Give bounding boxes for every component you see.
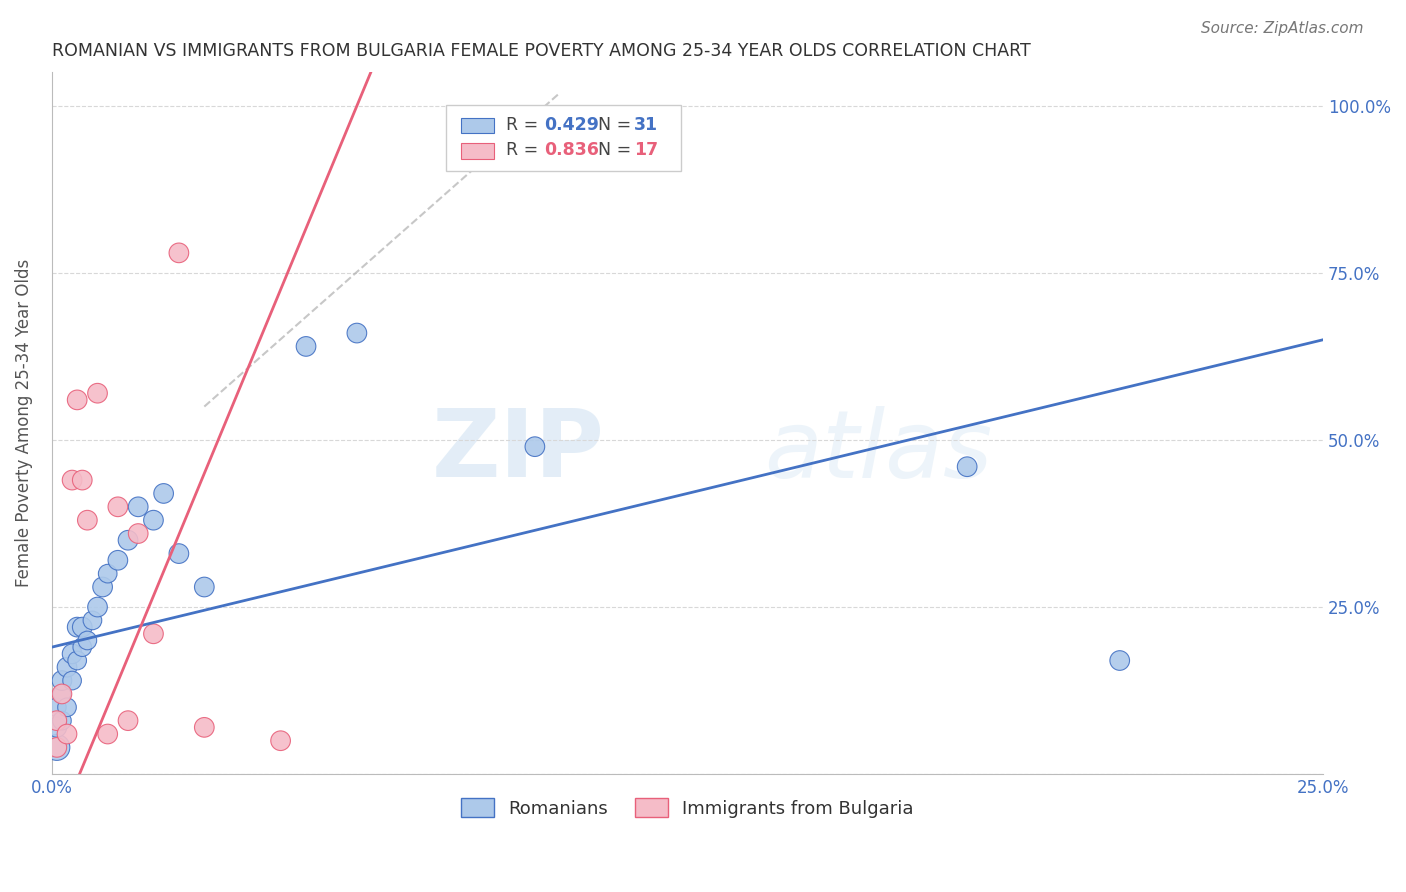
Text: N =: N = (599, 141, 637, 160)
Point (76, 513, 98, 527)
Point (193, 580, 215, 594)
Point (1108, 653, 1130, 667)
Point (117, 533, 139, 548)
FancyBboxPatch shape (446, 105, 681, 170)
Point (51, 673, 73, 688)
Point (127, 500, 149, 514)
Point (97, 566, 120, 581)
Point (107, 500, 129, 514)
Point (295, 339, 318, 353)
Point (152, 486, 174, 500)
Point (60, 473, 83, 487)
Point (45, 740, 67, 755)
Text: 31: 31 (634, 116, 658, 134)
Point (523, 440, 546, 454)
Text: Source: ZipAtlas.com: Source: ZipAtlas.com (1201, 21, 1364, 36)
Text: N =: N = (599, 116, 637, 134)
Point (60, 647, 83, 661)
Point (66, 620, 89, 634)
Text: ROMANIAN VS IMMIGRANTS FROM BULGARIA FEMALE POVERTY AMONG 25-34 YEAR OLDS CORREL: ROMANIAN VS IMMIGRANTS FROM BULGARIA FEM… (52, 42, 1031, 60)
Point (56, 700, 79, 714)
Point (167, 547, 190, 561)
Point (91, 580, 114, 594)
Point (45, 740, 67, 755)
Point (72, 640, 94, 655)
Point (127, 526, 149, 541)
Point (51, 687, 73, 701)
Point (117, 714, 139, 728)
Point (51, 687, 73, 701)
Point (66, 392, 89, 407)
Point (346, 326, 368, 340)
Text: ZIP: ZIP (432, 405, 605, 498)
Point (956, 459, 979, 474)
Point (167, 245, 190, 260)
Text: R =: R = (506, 141, 543, 160)
Point (72, 620, 94, 634)
Point (142, 513, 165, 527)
Point (86, 600, 108, 615)
Text: 17: 17 (634, 141, 658, 160)
Text: 0.836: 0.836 (544, 141, 599, 160)
Text: R =: R = (506, 116, 543, 134)
Point (60, 673, 83, 688)
Point (142, 627, 165, 641)
Point (66, 653, 89, 667)
Y-axis label: Female Poverty Among 25-34 Year Olds: Female Poverty Among 25-34 Year Olds (15, 260, 32, 588)
Point (107, 553, 129, 567)
Point (86, 386, 108, 401)
Text: atlas: atlas (763, 406, 993, 497)
Point (72, 473, 94, 487)
Point (56, 660, 79, 674)
Point (45, 700, 67, 714)
Point (97, 727, 120, 741)
Point (56, 727, 79, 741)
Point (76, 633, 98, 648)
Point (45, 720, 67, 734)
Point (51, 714, 73, 728)
FancyBboxPatch shape (461, 144, 494, 159)
Text: 0.429: 0.429 (544, 116, 599, 134)
Legend: Romanians, Immigrants from Bulgaria: Romanians, Immigrants from Bulgaria (454, 790, 921, 825)
Point (82, 614, 104, 628)
FancyBboxPatch shape (461, 118, 494, 134)
Point (270, 733, 292, 747)
Point (193, 720, 215, 734)
Point (45, 714, 67, 728)
